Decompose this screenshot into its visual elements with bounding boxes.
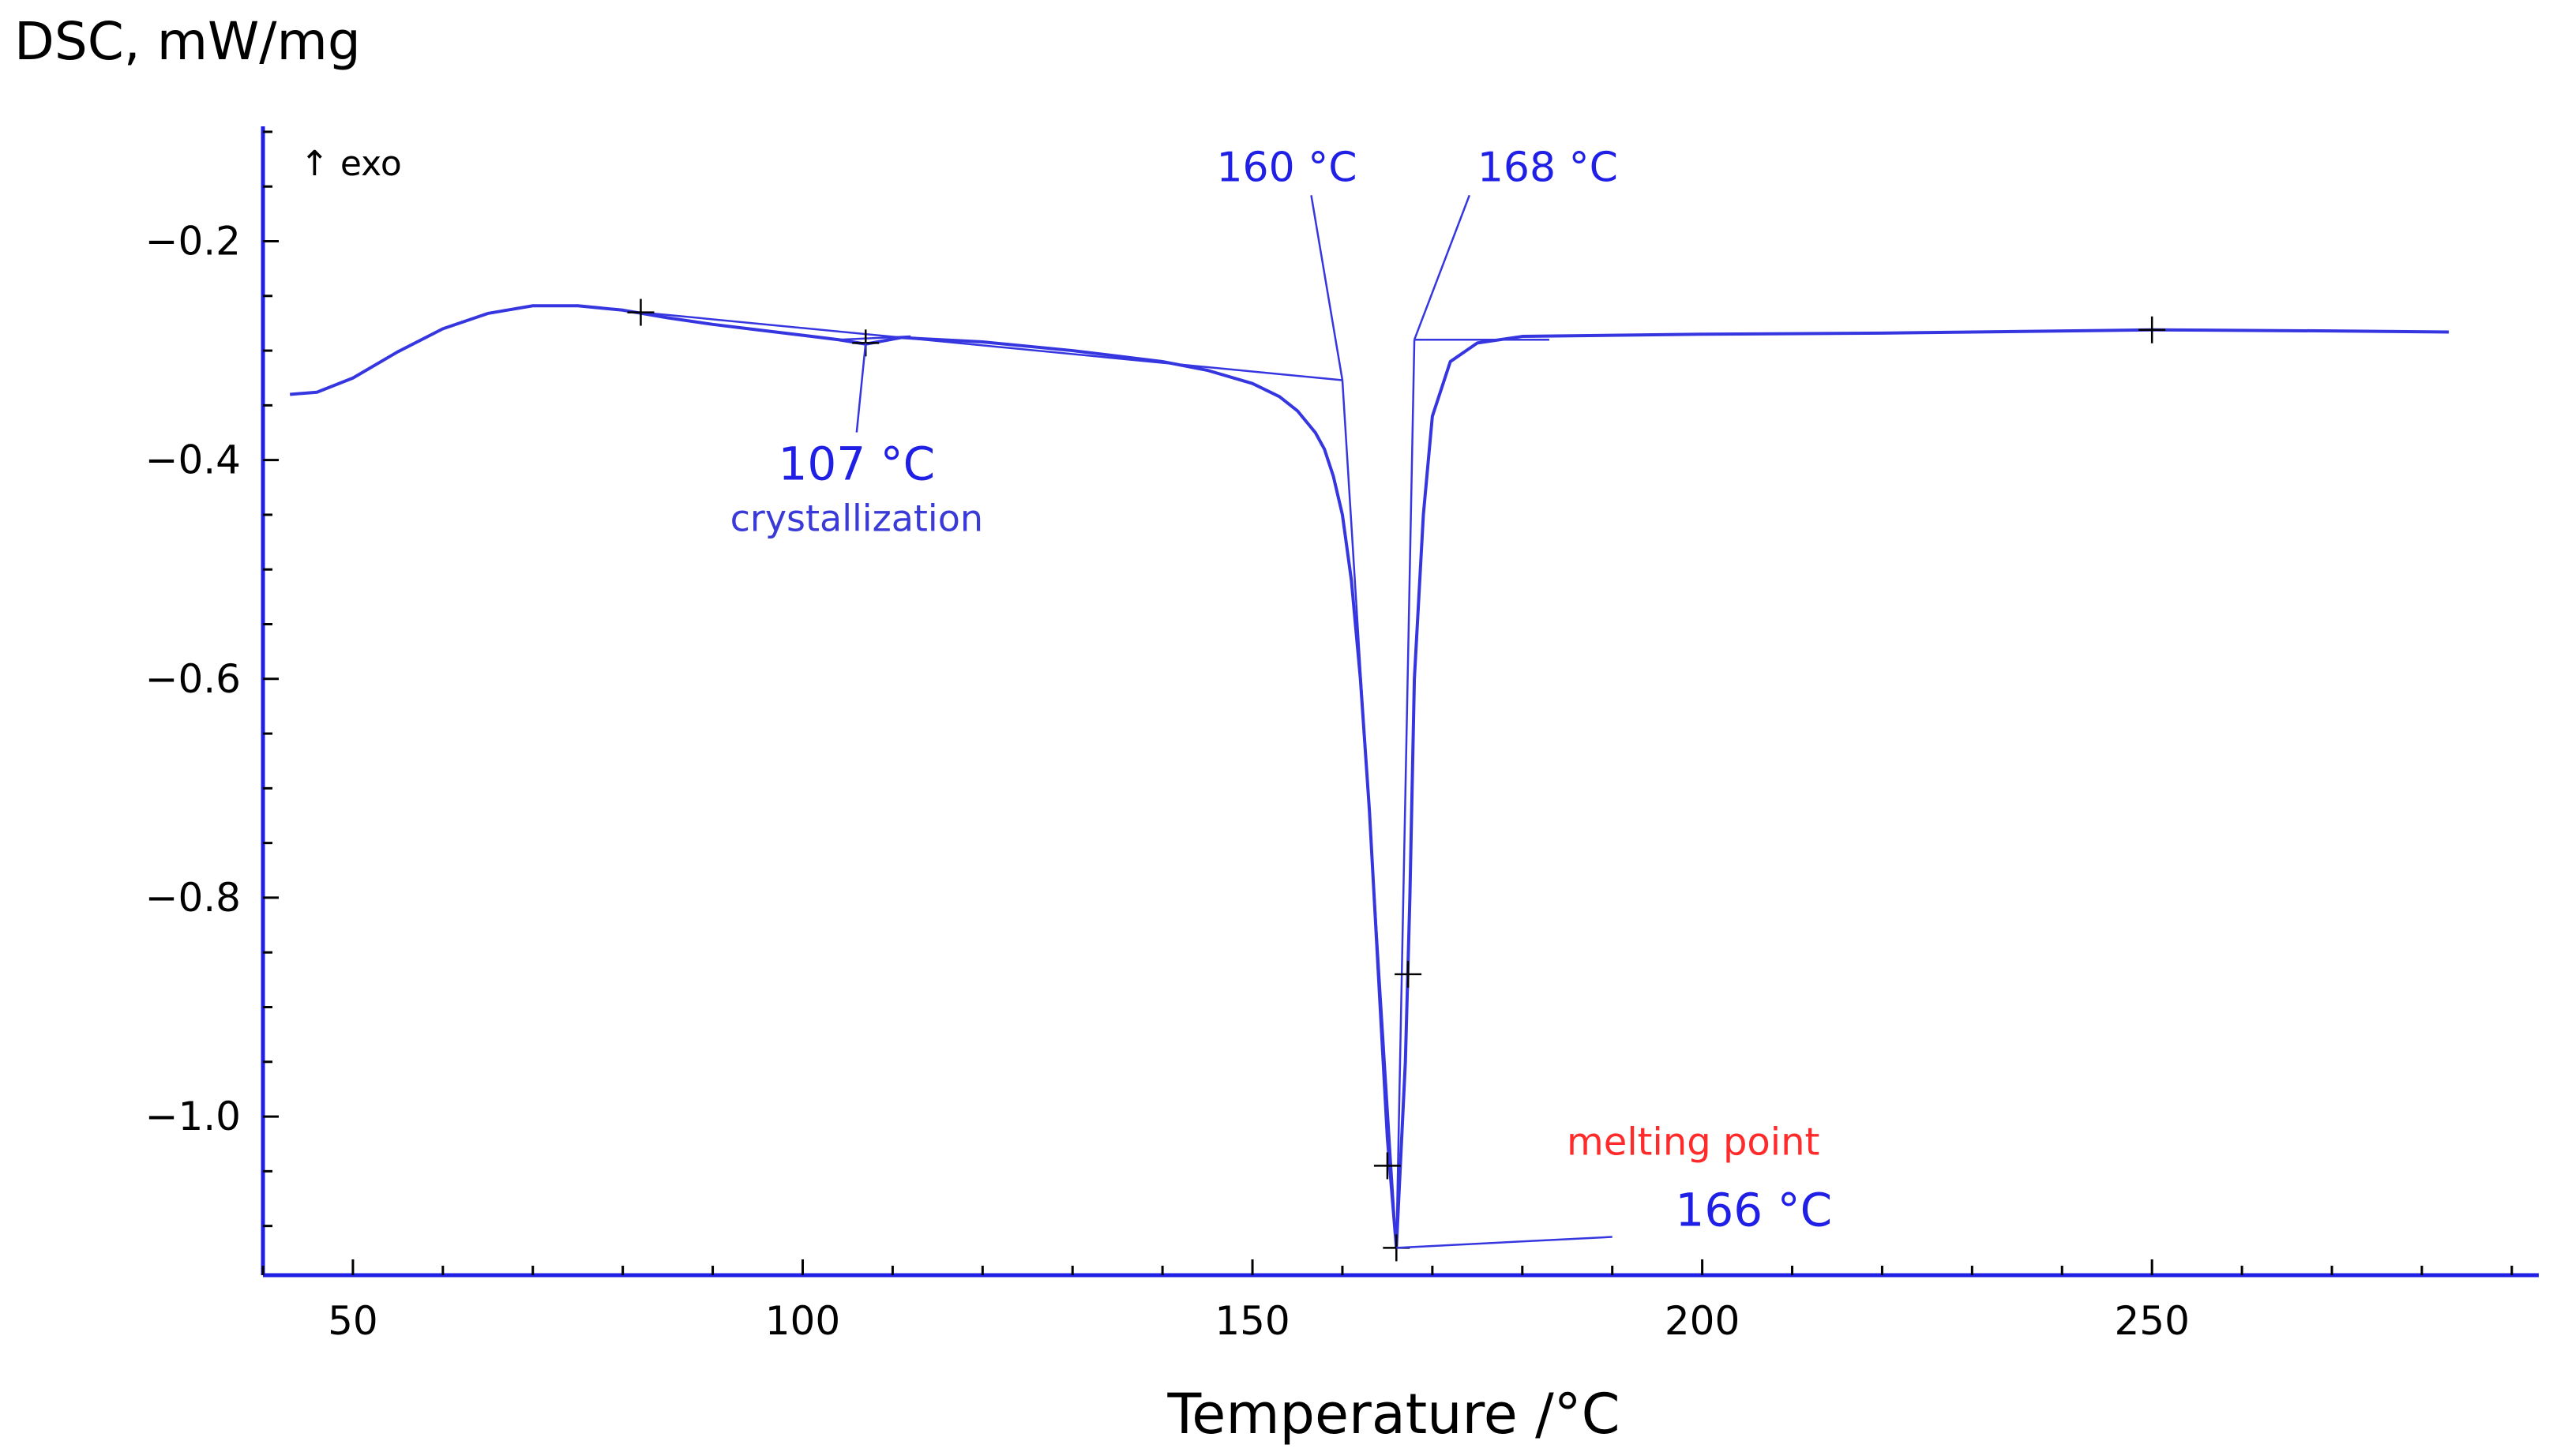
y-axis-label: DSC, mW/mg — [14, 11, 361, 72]
annotation-leader — [855, 343, 867, 433]
series — [290, 304, 2450, 1250]
cross-marker — [1373, 1152, 1401, 1180]
annotation-label: melting point — [1567, 1120, 1819, 1165]
x-tick-label: 150 — [1215, 1298, 1290, 1344]
annotation-leader — [1396, 1236, 1613, 1249]
annotation-label: 107 °C — [779, 437, 936, 491]
construction-line — [1395, 340, 1416, 1248]
x-tick-label: 100 — [765, 1298, 840, 1344]
cross-marker — [2138, 316, 2166, 343]
cross-marker — [627, 298, 655, 326]
y-tick-label: −0.4 — [145, 437, 241, 483]
annotation-label: 160 °C — [1216, 144, 1357, 191]
axes — [261, 126, 2539, 1278]
annotation-label: crystallization — [730, 497, 983, 540]
construction-line — [640, 311, 1343, 381]
dsc-curve — [290, 304, 2450, 1250]
annotations: 160 °C 168 °C 107 °C crystallization melting… — [730, 144, 1832, 1249]
x-tick-label: 200 — [1665, 1298, 1740, 1344]
annotation-leader — [1413, 194, 1470, 340]
y-tick-label: −0.6 — [145, 656, 241, 702]
cross-marker — [1395, 960, 1422, 988]
x-axis-label: Temperature /°C — [1166, 1382, 1620, 1447]
y-tick-label: −0.2 — [145, 219, 241, 265]
exo-direction-label: ↑ exo — [300, 144, 402, 184]
x-tick-label: 50 — [328, 1298, 378, 1344]
annotation-leader — [1310, 195, 1344, 381]
x-tick-label: 250 — [2114, 1298, 2189, 1344]
y-tick-label: −0.8 — [145, 875, 241, 921]
y-tick-label: −1.0 — [145, 1094, 241, 1139]
annotation-label: 166 °C — [1675, 1184, 1832, 1237]
annotation-label: 168 °C — [1477, 144, 1618, 191]
ticks: 50 100 150 200 250 −0.2 −0.4 −0.6 −0.8 −1.0 — [145, 130, 2514, 1344]
